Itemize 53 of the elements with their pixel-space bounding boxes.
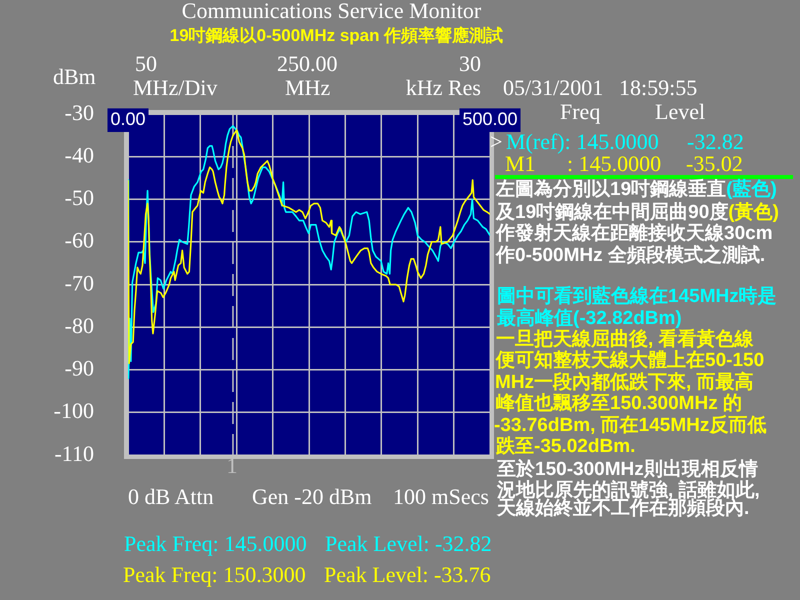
- text: Peak Freq: 150.3000: [123, 562, 306, 587]
- chart-title: Communications Service Monitor: [182, 0, 482, 23]
- text: 05/31/2001: [503, 74, 604, 100]
- text: Level: [655, 99, 706, 124]
- text: 天線始終並不工作在那頻段內.: [497, 498, 750, 519]
- y-axis-title: dBm: [53, 64, 96, 89]
- text: 至於150-300MHz則出現相反情: [497, 459, 758, 480]
- text: -35.02: [686, 151, 743, 176]
- text: MHz一段內都低跌下來, 而最高: [495, 372, 754, 393]
- text: 圖中可看到藍色線在145MHz時是: [497, 286, 777, 307]
- text: 便可知整枝天線大體上在50-150: [496, 350, 764, 371]
- text: -33.76dBm, 而在145MHz反而低: [494, 415, 766, 436]
- y-tick-label: -70: [64, 270, 94, 296]
- text: Peak Level: -32.82: [325, 531, 492, 556]
- text: MHz/Div: [133, 74, 218, 100]
- text: (藍色): [726, 179, 777, 200]
- text: MHz: [285, 74, 330, 100]
- text: Gen -20 dBm: [252, 484, 372, 509]
- text: 峰值也飄移至150.300MHz 的: [496, 393, 742, 414]
- text: 一旦把天線屈曲後, 看看黃色線: [496, 329, 754, 350]
- chart-subtitle: 19吋鋼線以0-500MHz span 作頻率響應測試: [170, 26, 504, 45]
- x-tick-label: 0.00: [110, 109, 146, 130]
- text: 100 mSecs: [393, 484, 489, 509]
- y-tick-label: -80: [64, 312, 94, 338]
- text: kHz Res: [406, 74, 481, 100]
- y-tick-label: -50: [64, 185, 94, 210]
- annotation: 1: [226, 453, 238, 478]
- y-tick-label: -60: [64, 228, 94, 253]
- y-tick-label: -40: [64, 142, 94, 168]
- text: Freq: [560, 99, 600, 124]
- text: 左圖為分別以19吋鋼線垂直: [496, 179, 726, 200]
- text: 及19吋鋼線在中間屈曲90度: [496, 202, 728, 222]
- text: 最高峰值(-32.82dBm): [497, 308, 682, 329]
- text: 250.00: [277, 51, 338, 76]
- text: 50: [135, 51, 157, 76]
- text: -32.82: [687, 129, 744, 154]
- annotation: >: [490, 129, 502, 154]
- text: 18:59:55: [619, 74, 698, 100]
- text: 作發射天線在距離接收天線30cm: [496, 223, 773, 244]
- y-tick-label: -30: [64, 100, 94, 125]
- text: (黃色): [728, 202, 779, 222]
- text: M(ref): 145.0000: [506, 129, 659, 154]
- text: 作0-500MHz 全頻段模式之測試.: [496, 245, 766, 266]
- text: Peak Level: -33.76: [324, 562, 491, 587]
- y-tick-label: -100: [54, 398, 94, 424]
- y-tick-label: -110: [54, 440, 94, 466]
- x-tick-label: 500.00: [462, 109, 518, 130]
- y-tick-label: -90: [64, 356, 94, 381]
- text: : 145.0000: [567, 151, 662, 176]
- text: Peak Freq: 145.0000: [124, 531, 307, 556]
- text: 30: [459, 51, 481, 76]
- text: 跌至-35.02dBm.: [496, 436, 636, 457]
- text: 0 dB Attn: [128, 484, 214, 509]
